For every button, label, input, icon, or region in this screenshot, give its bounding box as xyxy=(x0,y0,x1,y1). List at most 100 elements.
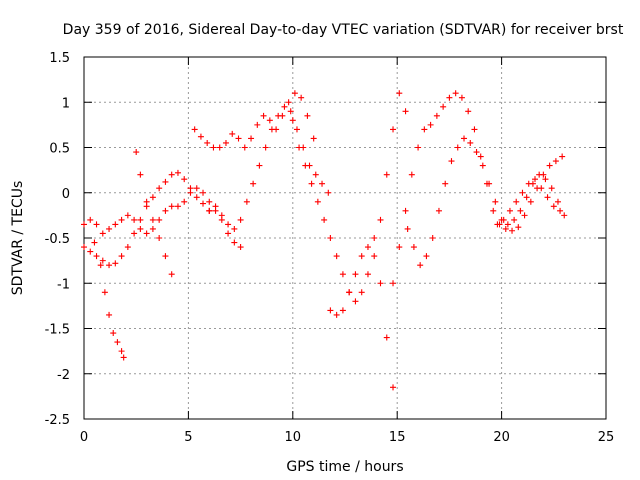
data-point-track-g xyxy=(377,280,384,287)
data-point-track-j xyxy=(504,221,511,228)
data-point-track-i xyxy=(452,90,459,97)
data-point-track-f xyxy=(250,180,257,187)
x-tick-label: 0 xyxy=(80,430,88,445)
data-point-track-f xyxy=(325,189,332,196)
data-point-track-k xyxy=(519,189,526,196)
data-point-track-d xyxy=(168,271,175,278)
data-point-track-k xyxy=(525,180,532,187)
data-point-track-i xyxy=(390,280,397,287)
data-point-track-i xyxy=(477,153,484,160)
data-point-track-g xyxy=(296,144,303,151)
ticks-layer: -2.5 -2 -1.5 -1 -0.5 0 0.5 1 1.5 0 5 10 15 20 25 xyxy=(45,51,615,445)
data-point-track-b xyxy=(156,216,163,223)
data-point-track-b xyxy=(118,216,125,223)
data-point-track-b xyxy=(187,189,194,196)
data-point-track-j xyxy=(454,144,461,151)
data-point-track-j xyxy=(417,262,424,269)
data-point-track-h xyxy=(358,253,365,260)
data-point-track-h xyxy=(364,244,371,251)
data-point-track-e xyxy=(241,144,248,151)
data-point-track-e xyxy=(229,130,236,137)
data-point-track-a xyxy=(99,257,106,264)
y-tick-label: 1.5 xyxy=(49,51,70,66)
x-tick-label: 10 xyxy=(285,430,302,445)
data-point-track-k xyxy=(506,207,513,214)
data-point-track-e xyxy=(310,135,317,142)
data-point-track-g xyxy=(327,235,334,241)
data-point-track-i xyxy=(440,103,447,110)
data-point-track-b xyxy=(193,185,200,192)
data-point-track-g xyxy=(314,198,321,205)
data-point-track-e xyxy=(285,99,292,106)
data-point-track-b xyxy=(81,221,87,228)
data-point-track-c xyxy=(110,330,117,337)
data-point-track-e xyxy=(298,94,305,101)
data-point-track-a xyxy=(124,244,131,251)
data-point-track-g xyxy=(358,289,365,296)
data-point-track-a xyxy=(181,176,188,183)
data-point-track-f xyxy=(256,162,263,169)
data-point-track-j xyxy=(536,171,543,178)
data-point-track-h xyxy=(390,126,397,133)
data-points-layer xyxy=(81,90,568,391)
data-point-track-i xyxy=(465,108,472,115)
data-point-track-b xyxy=(131,216,138,223)
data-point-track-j xyxy=(548,185,555,192)
data-point-track-a xyxy=(131,230,138,237)
x-tick-label: 5 xyxy=(184,430,192,445)
data-point-track-e xyxy=(235,135,242,142)
data-point-track-f xyxy=(275,112,282,119)
data-point-track-a xyxy=(137,216,144,223)
data-point-track-h xyxy=(352,271,359,278)
data-point-track-f xyxy=(225,221,232,228)
data-point-track-k xyxy=(544,194,551,201)
data-point-track-b xyxy=(143,230,150,237)
data-point-track-f xyxy=(237,216,244,223)
data-point-track-f xyxy=(287,108,294,115)
data-point-track-k xyxy=(532,176,539,183)
data-point-track-d xyxy=(149,216,156,223)
data-point-track-c xyxy=(97,262,104,269)
data-point-track-g xyxy=(333,253,340,260)
data-point-track-j xyxy=(423,253,430,260)
data-point-track-h xyxy=(383,171,390,178)
data-point-track-i xyxy=(552,158,559,165)
data-point-track-i xyxy=(490,207,497,214)
data-point-track-b xyxy=(87,216,94,223)
data-point-track-k xyxy=(513,198,520,205)
y-tick-label: -0.5 xyxy=(45,232,70,247)
data-point-track-e xyxy=(197,133,204,140)
data-point-track-i xyxy=(402,207,409,214)
y-tick-label: -2.5 xyxy=(45,413,70,428)
data-point-track-j xyxy=(523,194,530,201)
data-point-track-h xyxy=(327,307,334,314)
data-point-track-b xyxy=(99,230,106,237)
data-point-track-g xyxy=(308,180,315,187)
data-point-track-b xyxy=(181,198,188,205)
data-point-track-b xyxy=(237,244,244,251)
data-point-track-d xyxy=(156,235,163,241)
data-point-track-i xyxy=(521,212,528,219)
data-point-track-a xyxy=(87,248,94,255)
data-point-track-h xyxy=(346,289,353,296)
data-point-track-g xyxy=(383,334,390,341)
data-point-track-d xyxy=(137,171,144,178)
data-point-track-j xyxy=(554,198,561,205)
data-point-track-b xyxy=(174,203,181,210)
grid-layer xyxy=(84,57,606,419)
data-point-track-j xyxy=(511,216,518,223)
data-point-track-j xyxy=(410,244,417,251)
y-tick-label: -2 xyxy=(57,368,70,383)
data-point-track-c xyxy=(91,239,98,246)
data-point-track-h xyxy=(377,216,384,223)
data-point-track-g xyxy=(371,253,378,260)
data-point-track-e xyxy=(204,139,211,146)
data-point-track-e xyxy=(254,121,261,128)
data-point-track-i xyxy=(433,112,440,119)
data-point-track-i xyxy=(396,244,403,251)
data-point-track-a xyxy=(106,262,113,269)
data-point-track-a xyxy=(156,185,163,192)
data-point-track-k xyxy=(494,221,501,228)
data-point-track-c xyxy=(118,348,125,355)
